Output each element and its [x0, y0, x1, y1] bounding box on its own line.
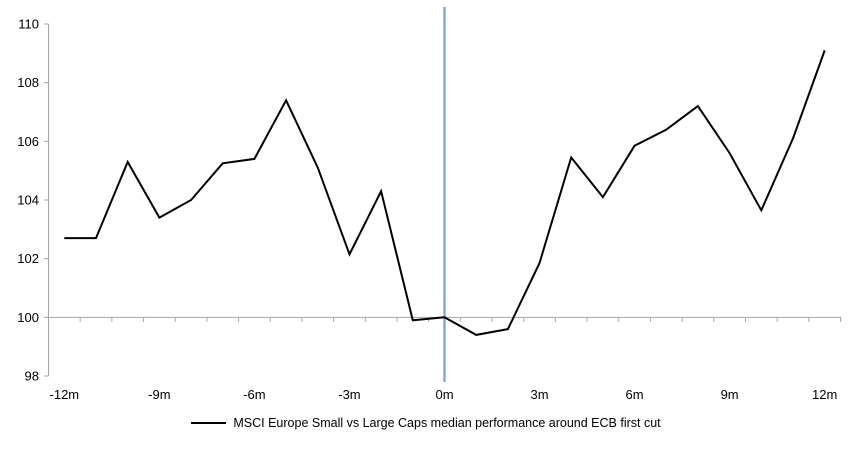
y-tick-label: 110 [18, 17, 39, 32]
x-tick-label: 12m [812, 387, 837, 402]
y-tick-label: 102 [17, 251, 39, 266]
x-tick-label: -6m [243, 387, 265, 402]
x-tick-label: -12m [50, 387, 80, 402]
y-tick-label: 98 [25, 369, 39, 384]
y-tick-label: 106 [17, 134, 39, 149]
y-tick-label: 104 [17, 193, 39, 208]
legend-line-marker [191, 422, 227, 424]
legend-label: MSCI Europe Small vs Large Caps median p… [233, 416, 661, 430]
series-line [64, 50, 826, 336]
x-tick-label: -9m [148, 387, 170, 402]
y-tick-label: 108 [17, 75, 39, 90]
x-tick-label: -3m [338, 387, 360, 402]
x-tick-label: 3m [531, 387, 549, 402]
x-tick-label: 0m [435, 387, 453, 402]
y-tick-label: 100 [17, 310, 39, 325]
x-tick-label: 9m [721, 387, 739, 402]
x-tick-label: 6m [626, 387, 644, 402]
legend: MSCI Europe Small vs Large Caps median p… [0, 416, 852, 430]
